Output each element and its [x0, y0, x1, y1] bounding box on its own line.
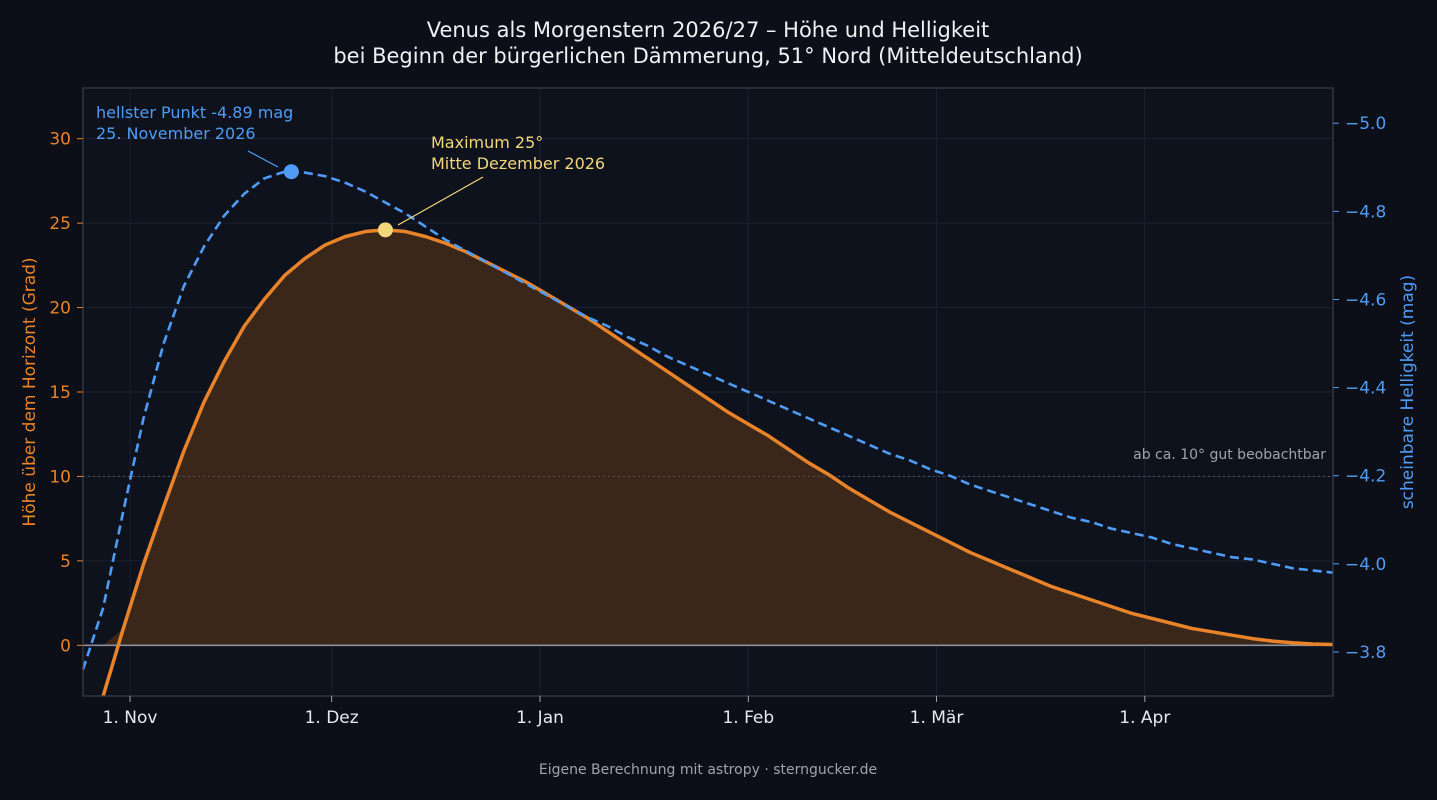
x-tick-label: 1. Feb: [722, 708, 774, 728]
x-axis: 1. Nov 1. Dez 1. Jan 1. Feb 1. Mär 1. Apr: [103, 696, 1170, 728]
left-tick-label: 5: [60, 552, 71, 572]
right-tick-label: −5.0: [1345, 114, 1386, 134]
left-tick-label: 15: [49, 383, 71, 403]
threshold-layer: [83, 475, 1333, 647]
right-tick-label: −4.4: [1345, 379, 1386, 399]
right-axis-label: scheinbare Helligkeit (mag): [1398, 275, 1418, 509]
left-axis: 0 5 10 15 20 25 30: [49, 130, 83, 656]
footer-credit: Eigene Berechnung mit astropy · sternguc…: [539, 762, 877, 778]
brightest-annotation-line1: hellster Punkt -4.89 mag: [96, 103, 293, 122]
chart-subtitle: bei Beginn der bürgerlichen Dämmerung, 5…: [333, 44, 1082, 68]
x-tick-label: 1. Nov: [103, 708, 158, 728]
x-tick-label: 1. Jan: [516, 708, 564, 728]
chart-title: Venus als Morgenstern 2026/27 – Höhe und…: [427, 18, 990, 42]
maximum-marker: [377, 222, 393, 238]
right-axis: −3.8 −4.0 −4.2 −4.4 −4.6 −4.8 −5.0: [1333, 114, 1386, 663]
brightest-arrow: [247, 150, 279, 168]
brightest-marker: [283, 164, 299, 180]
right-tick-label: −4.6: [1345, 290, 1386, 310]
right-tick-label: −4.8: [1345, 202, 1386, 222]
left-tick-label: 25: [49, 214, 71, 234]
left-tick-label: 0: [60, 636, 71, 656]
maximum-annotation-line1: Maximum 25°: [431, 133, 543, 152]
x-tick-label: 1. Dez: [305, 708, 359, 728]
right-tick-label: −3.8: [1345, 643, 1386, 663]
maximum-arrow: [397, 176, 484, 226]
x-tick-label: 1. Apr: [1119, 708, 1170, 728]
right-tick-label: −4.0: [1345, 555, 1386, 575]
left-tick-label: 10: [49, 467, 71, 487]
left-tick-label: 20: [49, 299, 71, 319]
altitude-area-fill: [103, 229, 1334, 646]
left-axis-label: Höhe über dem Horizont (Grad): [20, 257, 40, 526]
brightest-annotation-line2: 25. November 2026: [96, 124, 256, 143]
maximum-annotation-line2: Mitte Dezember 2026: [431, 154, 605, 173]
left-tick-label: 30: [49, 130, 71, 150]
altitude-line: [101, 228, 1334, 697]
altitude-fill-layer: [103, 229, 1334, 646]
x-tick-label: 1. Mär: [910, 708, 964, 728]
right-tick-label: −4.2: [1345, 467, 1386, 487]
marker-layer: [283, 164, 393, 238]
threshold-label: ab ca. 10° gut beobachtbar: [1133, 447, 1326, 463]
